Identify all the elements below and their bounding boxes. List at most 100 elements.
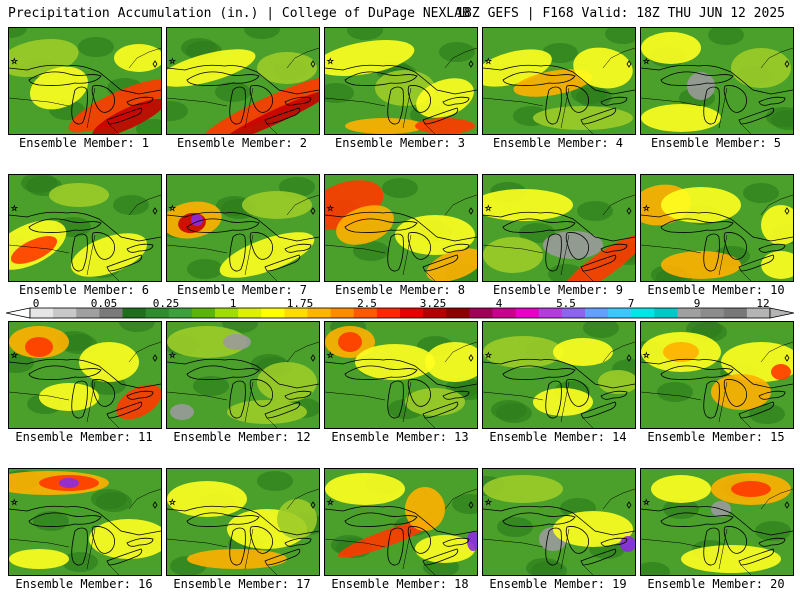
state-border	[483, 538, 544, 548]
precip-contour	[620, 536, 635, 552]
ensemble-member-map: ☆	[482, 321, 636, 429]
state-border	[167, 97, 228, 107]
state-border	[9, 391, 70, 401]
colorbar-swatch	[746, 308, 771, 318]
great-lakes-outline: ☆	[9, 488, 161, 575]
ensemble-member-map: ☆	[482, 27, 636, 135]
great-lakes-outline: ☆	[641, 488, 793, 575]
us-canada-border	[167, 505, 319, 536]
precip-contour	[116, 384, 161, 420]
ensemble-member-label: Ensemble Member: 10	[647, 283, 785, 297]
precip-contour	[533, 388, 593, 416]
great-lakes-outline: ☆	[483, 488, 635, 575]
colorbar-swatch	[307, 308, 332, 318]
run-valid-time: 18Z GEFS | F168 Valid: 18Z THU JUN 12 20…	[456, 6, 785, 21]
precip-field: ☆	[325, 469, 477, 575]
us-canada-border	[167, 211, 319, 242]
us-canada-border	[325, 505, 477, 536]
precip-contour	[59, 478, 79, 488]
state-border	[582, 564, 594, 575]
precip-contour	[49, 183, 109, 207]
precip-contour	[25, 337, 53, 357]
precip-contour	[415, 535, 475, 563]
ensemble-member-map: ☆	[640, 27, 794, 135]
great-lakes-outline: ☆	[167, 47, 319, 134]
station-marker-icon	[152, 207, 158, 215]
colorbar-swatch	[492, 308, 517, 318]
precip-field: ☆	[167, 469, 319, 575]
city-marker-icon: ☆	[643, 348, 650, 361]
ensemble-member-label: Ensemble Member: 14	[489, 430, 627, 444]
ensemble-member-label: Ensemble Member: 1	[18, 136, 150, 150]
precip-contour	[415, 118, 475, 134]
colorbar-swatch	[677, 308, 702, 318]
colorbar-tick: 0.25	[152, 297, 180, 310]
colorbar-swatch	[585, 308, 609, 318]
state-border	[483, 244, 544, 254]
us-canada-border	[167, 358, 319, 389]
precip-contour	[338, 332, 362, 352]
state-border	[128, 194, 161, 216]
us-canada-border	[641, 505, 793, 536]
colorbar-swatch	[238, 308, 262, 318]
state-border	[167, 538, 228, 548]
station-marker-icon	[310, 501, 316, 509]
state-border	[718, 87, 728, 129]
precip-contour	[79, 342, 139, 382]
precip-field: ☆	[483, 28, 635, 134]
us-canada-border	[483, 358, 635, 389]
ensemble-member-label: Ensemble Member: 4	[492, 136, 624, 150]
colorbar-tick: 1	[229, 297, 237, 310]
us-canada-border	[325, 211, 477, 242]
ensemble-member-map: ☆	[482, 174, 636, 282]
colorbar-tick: 9	[693, 297, 701, 310]
state-border	[760, 341, 793, 363]
great-lakes-outline: ☆	[325, 488, 477, 575]
colorbar-tick: 2.5	[357, 297, 377, 310]
precip-contour	[731, 481, 771, 497]
state-border	[602, 341, 635, 363]
city-marker-icon: ☆	[11, 54, 18, 67]
colorbar-swatch	[515, 308, 540, 318]
state-border	[402, 234, 412, 276]
state-border	[402, 87, 412, 129]
colorbar-swatch	[723, 308, 748, 318]
colorbar-tick: 3.25	[419, 297, 447, 310]
state-border	[244, 87, 254, 129]
state-border	[641, 391, 702, 401]
ensemble-member-label: Ensemble Member: 13	[331, 430, 469, 444]
colorbar-tick: 0	[32, 297, 40, 310]
us-canada-border	[641, 358, 793, 389]
great-lakes-outline: ☆	[325, 194, 477, 281]
colorbar-swatch	[99, 308, 123, 318]
precip-contour	[761, 205, 793, 245]
precip-contour	[426, 248, 477, 281]
precip-contour	[325, 40, 415, 76]
precip-field: ☆	[9, 175, 161, 281]
state-border	[560, 381, 570, 423]
state-border	[266, 123, 278, 134]
state-border	[86, 528, 96, 570]
city-marker-icon: ☆	[643, 201, 650, 214]
station-marker-icon	[310, 60, 316, 68]
precip-field: ☆	[325, 175, 477, 281]
state-border	[641, 538, 702, 548]
great-lakes-outline: ☆	[641, 47, 793, 134]
station-marker-icon	[152, 354, 158, 362]
precip-contour	[711, 374, 771, 410]
state-border	[266, 564, 278, 575]
great-lakes-outline: ☆	[9, 47, 161, 134]
ensemble-member-label: Ensemble Member: 9	[492, 283, 624, 297]
state-border	[266, 417, 278, 428]
great-lakes-outline: ☆	[9, 194, 161, 281]
precip-contour	[167, 481, 247, 517]
station-marker-icon	[152, 60, 158, 68]
us-canada-border	[641, 64, 793, 95]
state-border	[560, 87, 570, 129]
ensemble-member-map: ☆	[640, 468, 794, 576]
precip-contour	[661, 187, 741, 223]
state-border	[325, 391, 386, 401]
ensemble-member-label: Ensemble Member: 7	[176, 283, 308, 297]
state-border	[86, 87, 96, 129]
state-border	[325, 538, 386, 548]
